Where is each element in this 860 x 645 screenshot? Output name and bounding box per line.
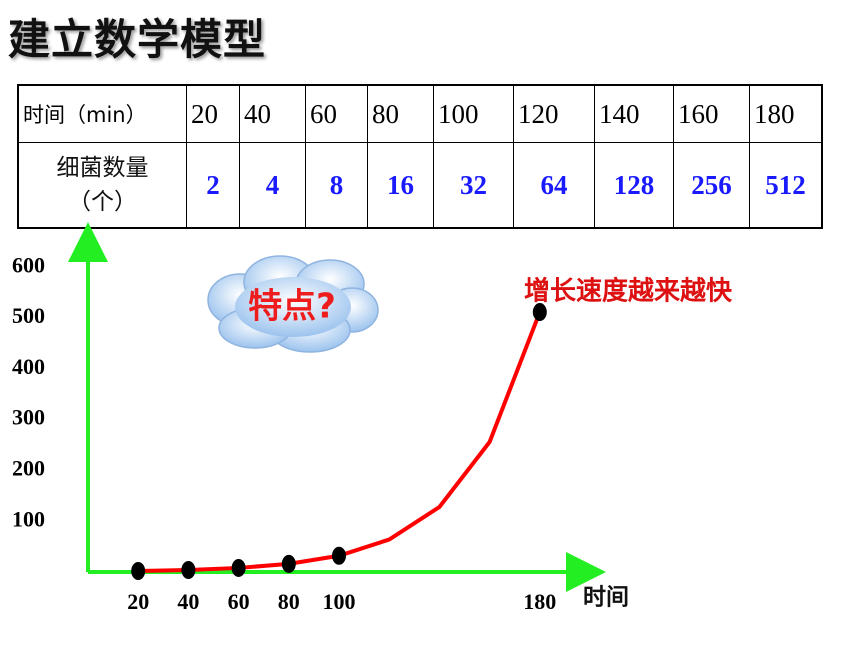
table-cell: 64 [513, 142, 595, 229]
y-tick-label: 600 [12, 252, 45, 277]
data-point [181, 560, 196, 579]
x-tick-label: 20 [127, 589, 149, 614]
y-tick-label: 300 [12, 405, 45, 430]
data-point [281, 554, 296, 573]
data-table: 时间（min） 20 40 60 80 100 120 140 160 180 细菌数量 （个） 2 4 8… [17, 84, 823, 229]
table-cell: 细菌数量 （个） [17, 142, 187, 229]
table-cell: 4 [239, 142, 306, 229]
cell-text: 256 [691, 169, 732, 200]
x-tick-label: 80 [278, 589, 300, 614]
x-tick-label: 60 [228, 589, 250, 614]
x-tick-label: 40 [177, 589, 199, 614]
cell-text: 80 [372, 98, 399, 129]
cell-text: 128 [613, 169, 655, 200]
data-point [231, 558, 246, 577]
table-cell: 2 [186, 142, 240, 229]
callout-text: 特点? [248, 287, 336, 327]
table-cell: 140 [594, 84, 674, 143]
cell-text: 时间（min） [23, 103, 147, 127]
cell-text: 160 [678, 98, 719, 129]
table-cell: 180 [749, 84, 823, 143]
cell-text: 4 [265, 169, 280, 200]
data-point [332, 546, 346, 565]
y-tick-label: 100 [12, 506, 45, 531]
x-tick-label: 100 [323, 589, 356, 614]
table-cell: 512 [749, 142, 823, 229]
annotation: 增长速度越来越快 [524, 276, 733, 307]
cell-text: 140 [599, 98, 640, 129]
cell-text: 512 [765, 169, 806, 200]
cell-text: 2 [206, 169, 220, 200]
y-tick-label: 200 [12, 456, 45, 481]
x-tick-label: 180 [523, 589, 556, 614]
cell-text: 64 [540, 169, 568, 200]
cell-text: 32 [460, 169, 487, 200]
callout-cloud [207, 255, 379, 353]
cell-text: 100 [438, 98, 479, 129]
line [138, 311, 542, 573]
table-cell: 32 [433, 142, 514, 229]
y-tick-label: 500 [12, 303, 45, 328]
cell-text: 60 [310, 98, 337, 129]
cell-text: （个） [68, 189, 137, 215]
table-cell: 160 [673, 84, 750, 143]
table-cell: 256 [673, 142, 750, 229]
table-cell: 16 [367, 142, 434, 229]
cell-text: 8 [329, 169, 344, 200]
slide-title: 建立数学模型 [8, 15, 267, 64]
x-axis-label: 时间 [583, 585, 629, 611]
cell-text: 120 [518, 98, 559, 129]
cell-text: 16 [387, 169, 414, 200]
table-cell: 60 [305, 84, 368, 143]
cell-text: 180 [754, 98, 795, 129]
data-point [131, 561, 146, 580]
table-cell: 128 [594, 142, 674, 229]
cell-text: 细菌数量 [56, 155, 149, 181]
cell-text: 40 [244, 98, 271, 129]
y-tick-label: 400 [12, 354, 45, 379]
table-cell: 40 [239, 84, 306, 143]
cell-text: 20 [191, 98, 218, 129]
table-row: 细菌数量 （个） 2 4 8 16 32 64 128 256 512 [17, 142, 823, 229]
table-cell: 80 [367, 84, 434, 143]
table-cell: 100 [433, 84, 514, 143]
table-cell: 120 [513, 84, 595, 143]
data-point [532, 303, 547, 322]
